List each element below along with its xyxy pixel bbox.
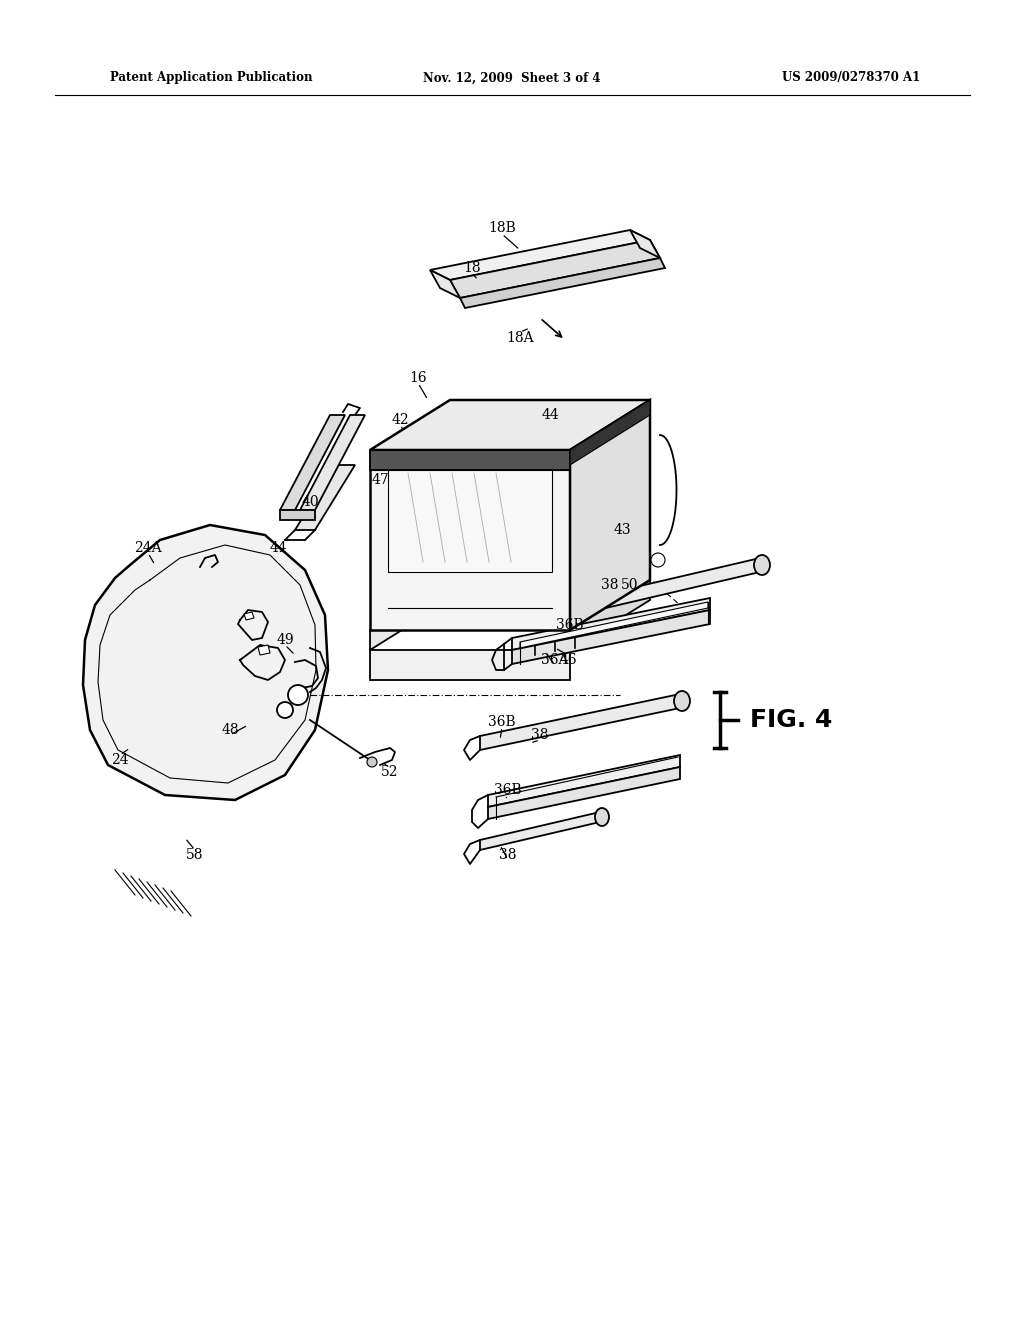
Polygon shape [370, 649, 570, 680]
Polygon shape [480, 694, 680, 750]
Polygon shape [512, 610, 710, 664]
Text: 16: 16 [410, 371, 427, 385]
Text: 42: 42 [391, 413, 409, 426]
Polygon shape [370, 579, 650, 649]
Text: 47: 47 [371, 473, 389, 487]
Polygon shape [520, 602, 708, 648]
Polygon shape [430, 230, 650, 280]
Text: 40: 40 [301, 495, 318, 510]
Polygon shape [580, 558, 760, 614]
Text: 48: 48 [221, 723, 239, 737]
Polygon shape [488, 767, 680, 818]
Polygon shape [295, 465, 355, 531]
Polygon shape [450, 240, 660, 298]
Polygon shape [258, 645, 270, 655]
Ellipse shape [754, 554, 770, 576]
Text: 38: 38 [531, 729, 549, 742]
Text: 18: 18 [463, 261, 481, 275]
Text: 36B: 36B [556, 618, 584, 632]
Polygon shape [244, 612, 254, 620]
Ellipse shape [674, 690, 690, 711]
Polygon shape [480, 812, 600, 850]
Text: 46: 46 [559, 653, 577, 667]
Text: 44: 44 [269, 541, 287, 554]
Polygon shape [83, 525, 328, 800]
Text: 38: 38 [601, 578, 618, 591]
Text: 36B: 36B [495, 783, 522, 797]
Text: US 2009/0278370 A1: US 2009/0278370 A1 [781, 71, 920, 84]
Polygon shape [430, 271, 460, 298]
Text: 44: 44 [541, 408, 559, 422]
Polygon shape [370, 400, 650, 450]
Text: 38: 38 [500, 847, 517, 862]
Circle shape [651, 553, 665, 568]
Polygon shape [370, 450, 570, 470]
Polygon shape [388, 469, 552, 572]
Polygon shape [630, 230, 660, 257]
Polygon shape [570, 579, 650, 649]
Polygon shape [460, 257, 665, 308]
Polygon shape [280, 510, 315, 520]
Circle shape [278, 702, 293, 718]
Text: 52: 52 [381, 766, 398, 779]
Text: 36B: 36B [488, 715, 516, 729]
Text: Patent Application Publication: Patent Application Publication [110, 71, 312, 84]
Polygon shape [512, 598, 710, 649]
Polygon shape [570, 400, 650, 465]
Text: FIG. 4: FIG. 4 [750, 708, 833, 733]
Circle shape [367, 756, 377, 767]
Text: 18B: 18B [488, 220, 516, 235]
Polygon shape [488, 755, 680, 807]
Text: 50: 50 [622, 578, 639, 591]
Text: 24A: 24A [134, 541, 162, 554]
Polygon shape [300, 414, 365, 510]
Text: 36A: 36A [542, 653, 568, 667]
Polygon shape [570, 400, 650, 630]
Text: 58: 58 [186, 847, 204, 862]
Ellipse shape [595, 808, 609, 826]
Circle shape [288, 685, 308, 705]
Polygon shape [280, 414, 345, 510]
Text: 49: 49 [276, 634, 294, 647]
Text: 24: 24 [112, 752, 129, 767]
Text: 18A: 18A [506, 331, 534, 345]
Polygon shape [370, 450, 570, 630]
Text: 43: 43 [613, 523, 631, 537]
Text: Nov. 12, 2009  Sheet 3 of 4: Nov. 12, 2009 Sheet 3 of 4 [423, 71, 601, 84]
